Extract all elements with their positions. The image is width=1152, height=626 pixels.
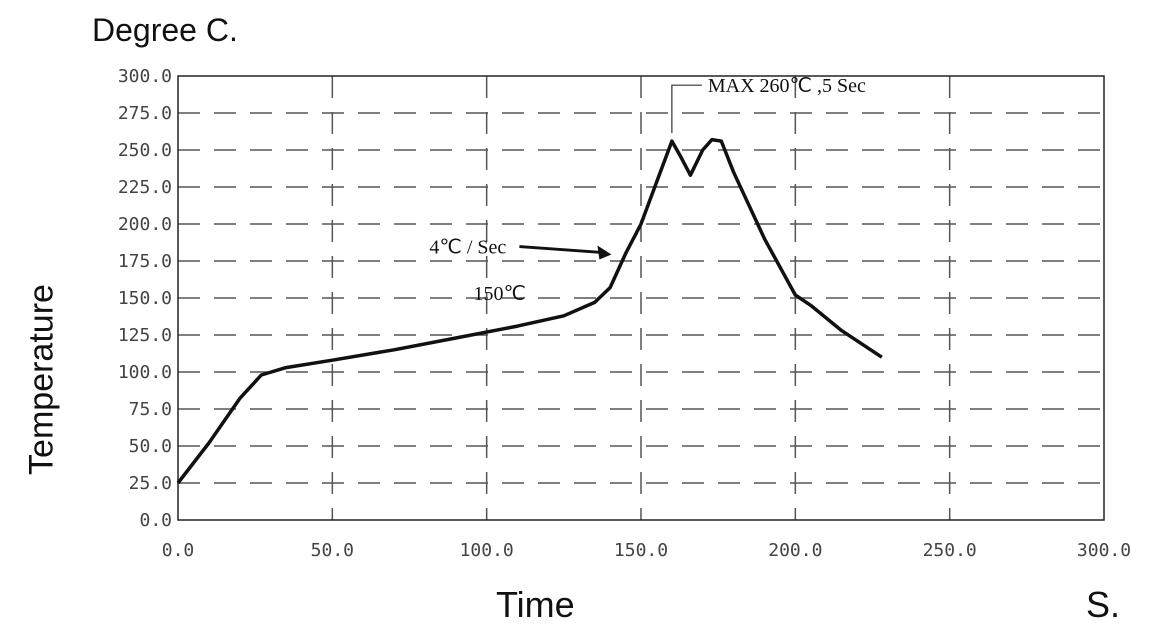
y-tick-label: 250.0: [118, 140, 172, 161]
y-tick-label: 0.0: [139, 510, 172, 531]
y-tick-label: 200.0: [118, 214, 172, 235]
annotation-max-temp: MAX 260℃ ,5 Sec: [708, 75, 866, 97]
x-axis-label: Time: [496, 584, 575, 625]
max-temp-leader-line: [671, 84, 702, 134]
ramp-rate-arrow-shaft: [519, 245, 604, 255]
y-tick-label: 100.0: [118, 362, 172, 383]
temperature-profile-line: [176, 137, 883, 485]
x-tick-label: 150.0: [614, 540, 668, 561]
annotation-150c: 150℃: [474, 283, 526, 305]
y-tick-label: 150.0: [118, 288, 172, 309]
y-tick-label: 225.0: [118, 177, 172, 198]
y-tick-label: 75.0: [129, 399, 172, 420]
x-tick-label: 200.0: [768, 540, 822, 561]
x-tick-label: 0.0: [162, 540, 195, 561]
ramp-rate-arrow-head: [597, 245, 612, 260]
x-tick-label: 300.0: [1077, 540, 1131, 561]
y-tick-label: 125.0: [118, 325, 172, 346]
y-tick-label: 275.0: [118, 103, 172, 124]
y-axis-title: Degree C.: [92, 12, 238, 48]
y-tick-label: 25.0: [129, 473, 172, 494]
x-tick-labels: 0.0 50.0 100.0 150.0 200.0 250.0 300.0: [162, 540, 1131, 561]
grid-lines: [178, 76, 1104, 520]
x-tick-label: 100.0: [460, 540, 514, 561]
y-tick-label: 50.0: [129, 436, 172, 457]
plot-frame: [177, 75, 1105, 521]
x-tick-label: 250.0: [923, 540, 977, 561]
x-tick-label: 50.0: [311, 540, 354, 561]
y-tick-label: 300.0: [118, 66, 172, 87]
annotation-ramp-rate: 4℃ / Sec: [429, 237, 506, 259]
x-axis-unit: S.: [1086, 584, 1121, 625]
y-tick-labels: 0.0 25.0 50.0 75.0 100.0 125.0 150.0 175.0 200.0…: [118, 66, 172, 531]
annotations: MAX 260℃ ,5 Sec 4℃ / Sec 150℃: [429, 75, 866, 305]
y-tick-label: 175.0: [118, 251, 172, 272]
